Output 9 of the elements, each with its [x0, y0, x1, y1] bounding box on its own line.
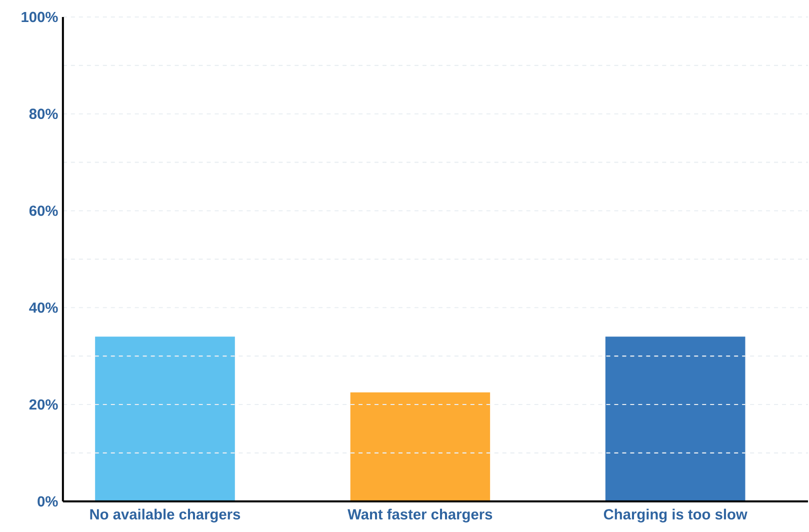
y-tick-label: 0% — [38, 496, 58, 506]
y-tick-label: 100% — [22, 12, 58, 22]
x-tick-label: Charging is too slow — [604, 508, 748, 522]
y-tick-label: 60% — [29, 205, 58, 216]
x-tick-label: Want faster chargers — [348, 508, 492, 522]
y-tick-label: 40% — [29, 302, 58, 313]
x-tick-label: No available chargers — [90, 508, 240, 522]
y-tick-label: 20% — [29, 399, 58, 410]
y-tick-label: 80% — [29, 108, 58, 119]
